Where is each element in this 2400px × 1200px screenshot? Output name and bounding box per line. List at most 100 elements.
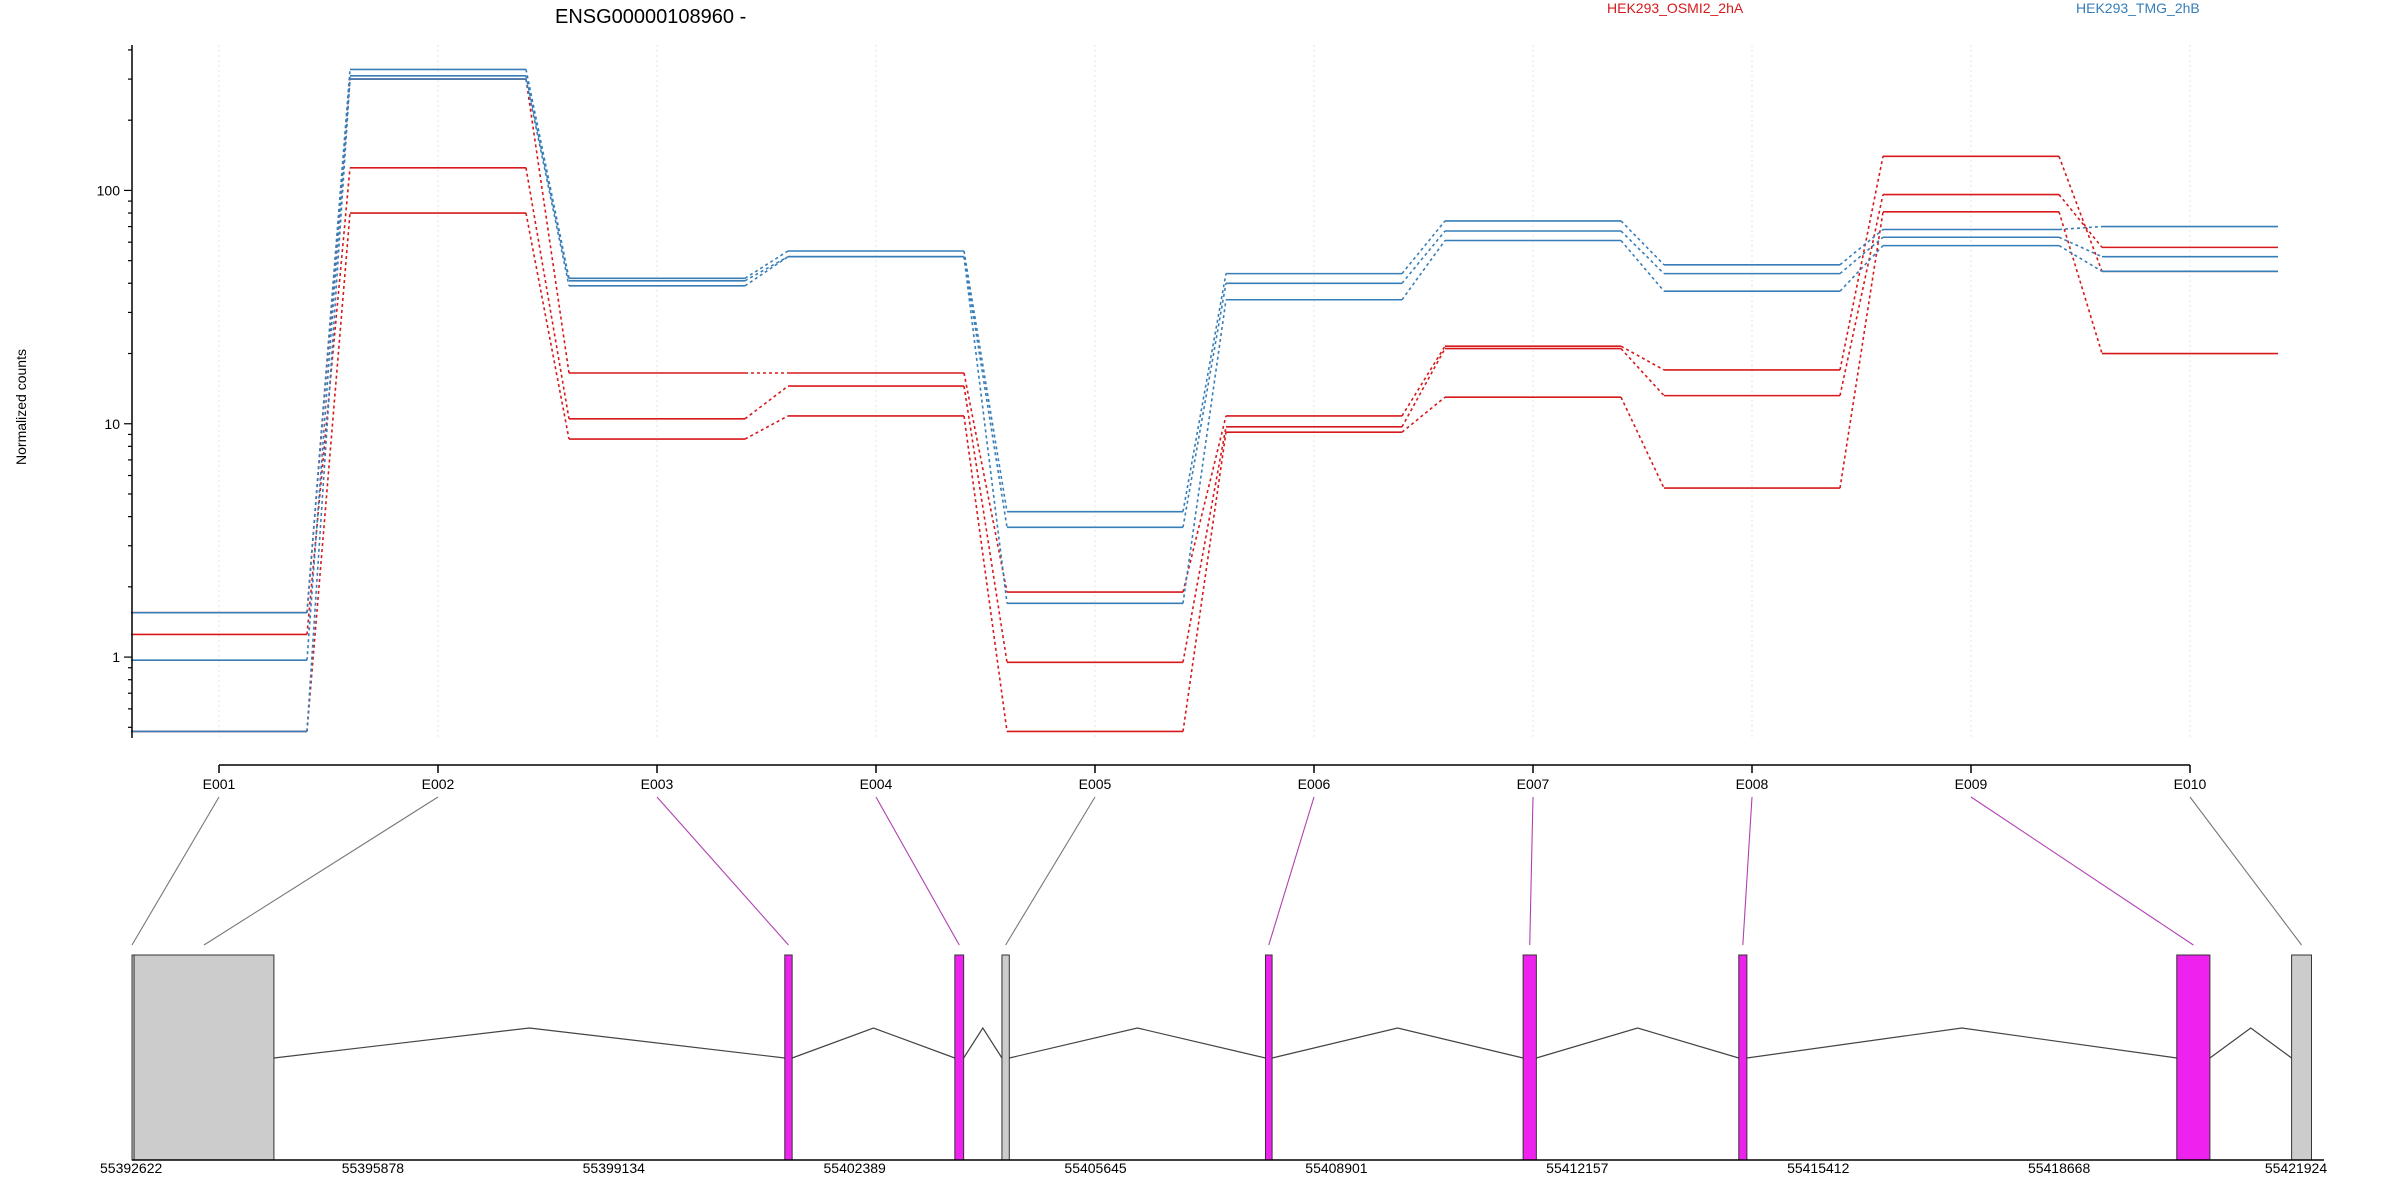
- connector-E003: [656, 796, 789, 946]
- series-connector-E006: [1401, 230, 1446, 284]
- coord-label: 55418668: [2028, 1160, 2091, 1176]
- series-connector-E007: [1620, 239, 1665, 292]
- chart-title: ENSG00000108960 -: [555, 6, 746, 28]
- legend-entry-osmi2: HEK293_OSMI2_2hA: [1607, 0, 1744, 16]
- series-connector-E004: [963, 250, 1008, 512]
- series-connector-E006: [1401, 345, 1446, 417]
- series-connector-E009: [2058, 211, 2103, 354]
- series-connector-E005: [1182, 415, 1227, 593]
- exon-E003: [784, 954, 793, 1161]
- connector-E009: [1970, 796, 2194, 946]
- exon-E004: [954, 954, 965, 1161]
- series-connector-E006: [1401, 348, 1446, 428]
- coord-label: 55402389: [824, 1160, 887, 1176]
- coord-label: 55405645: [1064, 1160, 1127, 1176]
- x-tick-label-E001: E001: [203, 776, 236, 792]
- series-connector-E006: [1401, 240, 1446, 301]
- x-tick-label-E009: E009: [1955, 776, 1988, 792]
- series-connector-E003: [744, 385, 789, 420]
- series-connector-E005: [1182, 283, 1227, 528]
- exon-E007: [1522, 954, 1537, 1161]
- series-connector-E004: [963, 415, 1008, 732]
- x-tick-label-E007: E007: [1517, 776, 1550, 792]
- series-connector-E004: [963, 256, 1008, 604]
- series-connector-E007: [1620, 345, 1665, 371]
- series-connector-E001: [306, 75, 351, 661]
- x-tick-label-E010: E010: [2174, 776, 2207, 792]
- series-connector-E008: [1839, 156, 1884, 371]
- series-HEK293_TMG_2hB-5: [131, 74, 2278, 661]
- gridlines: [218, 45, 2191, 738]
- series-connector-E009: [2058, 244, 2103, 273]
- connector-E010: [2189, 796, 2302, 946]
- series-HEK293_TMG_2hB-4: [131, 68, 2278, 614]
- exon-E002: [133, 954, 275, 1161]
- coord-label: 55399134: [583, 1160, 646, 1176]
- exon-E010: [2291, 954, 2312, 1161]
- x-tick-label-E006: E006: [1298, 776, 1331, 792]
- series-connector-E009: [2058, 236, 2103, 258]
- intron-3: [791, 1027, 956, 1059]
- intron-5: [1009, 1027, 1266, 1059]
- connector-E008: [1742, 796, 1753, 946]
- y-tick-label-10: 10: [104, 416, 120, 432]
- x-tick-label-E003: E003: [641, 776, 674, 792]
- exon-E009: [2176, 954, 2211, 1161]
- series-connector-E001: [306, 69, 351, 613]
- series-connector-E008: [1839, 245, 1884, 292]
- series-connector-E005: [1182, 299, 1227, 604]
- series-connector-E004: [963, 385, 1008, 663]
- series-connector-E009: [2058, 225, 2103, 231]
- series-HEK293_OSMI2_2hA-2: [131, 167, 2278, 664]
- series-connector-E003: [744, 256, 789, 287]
- connector-E006: [1268, 796, 1315, 946]
- y-tick-label-100: 100: [97, 182, 121, 198]
- series-connector-E007: [1620, 348, 1665, 397]
- axes-layer: 1 10 100 E001 E002 E003 E004 E005 E006 E007 E008 E0…: [97, 45, 2207, 792]
- connector-E002: [203, 796, 439, 946]
- series-connector-E009: [2058, 156, 2103, 272]
- coord-label: 55421924: [2265, 1160, 2328, 1176]
- series-layer: [131, 68, 2278, 733]
- coord-label: 55412157: [1546, 1160, 1609, 1176]
- series-connector-E002: [525, 75, 570, 281]
- x-tick-label-E008: E008: [1736, 776, 1769, 792]
- intron-8: [1746, 1027, 2177, 1059]
- gene-model: 55392622 55395878 55399134 55402389 55405645…: [100, 954, 2328, 1176]
- intron-9: [2209, 1027, 2292, 1059]
- series-connector-E008: [1839, 211, 1884, 489]
- series-connector-E001: [306, 212, 351, 732]
- series-connector-E003: [744, 415, 789, 440]
- intron-6: [1271, 1027, 1524, 1059]
- series-HEK293_TMG_2hB-6: [131, 78, 2278, 733]
- intron-4: [963, 1026, 1003, 1059]
- exon-E008: [1738, 954, 1748, 1161]
- series-connector-E009: [2058, 194, 2103, 248]
- series-connector-E006: [1401, 220, 1446, 275]
- connector-lines: [131, 796, 2302, 946]
- connector-E001: [131, 796, 220, 946]
- series-connector-E004: [963, 256, 1008, 528]
- series-connector-E003: [744, 250, 789, 280]
- series-connector-E005: [1182, 273, 1227, 512]
- connector-E005: [1005, 796, 1096, 946]
- legend-entry-tmg: HEK293_TMG_2hB: [2076, 0, 2200, 16]
- series-HEK293_OSMI2_2hA-3: [131, 210, 2278, 733]
- coord-label: 55415412: [1787, 1160, 1850, 1176]
- series-connector-E002: [525, 212, 570, 440]
- connector-E007: [1529, 796, 1534, 946]
- series-HEK293_OSMI2_2hA-1: [131, 78, 2278, 614]
- intron-2: [273, 1027, 785, 1059]
- series-connector-E008: [1839, 194, 1884, 396]
- coord-label: 55392622: [100, 1160, 163, 1176]
- connector-E004: [875, 796, 960, 946]
- series-connector-E005: [1182, 426, 1227, 663]
- series-connector-E002: [525, 167, 570, 419]
- series-connector-E004: [963, 372, 1008, 593]
- series-connector-E002: [525, 78, 570, 287]
- exon-E005: [1001, 954, 1010, 1161]
- exon-E006: [1264, 954, 1273, 1161]
- series-connector-E001: [306, 79, 351, 732]
- y-axis-label: Normalized counts: [13, 349, 29, 465]
